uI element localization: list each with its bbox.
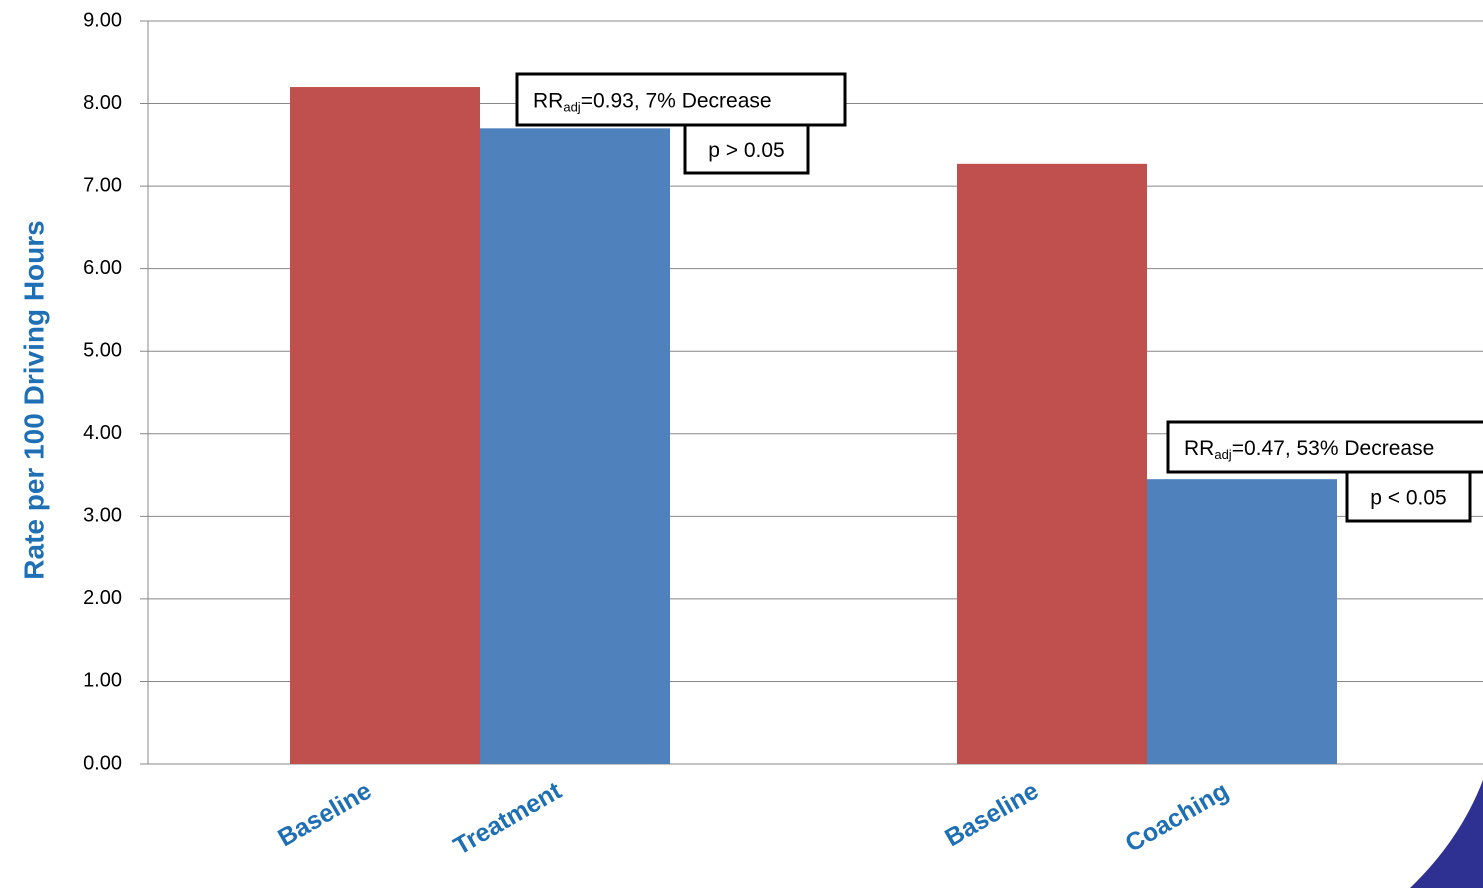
x-tick-label: Baseline [940, 777, 1043, 853]
annotation-box [683, 123, 810, 175]
annotation-text: p < 0.05 [1370, 486, 1446, 509]
annotation-base: RR [533, 89, 563, 112]
annotation: p < 0.05 [1370, 486, 1446, 509]
bar [1147, 479, 1337, 764]
annotation-sub: adj [563, 100, 580, 115]
x-tick-label: Baseline [273, 777, 376, 853]
annotation: RRadj=0.93, 7% Decrease [533, 89, 772, 115]
y-tick-label: 2.00 [83, 587, 122, 609]
annotation-box [1345, 470, 1472, 523]
y-tick-label: 4.00 [83, 422, 122, 444]
bar [957, 163, 1147, 764]
x-tick-label: Coaching [1121, 777, 1234, 858]
y-axis-label: Rate per 100 Driving Hours [18, 220, 49, 579]
y-tick-label: 3.00 [83, 505, 122, 527]
annotation-box [1166, 420, 1483, 474]
y-tick-label: 7.00 [83, 174, 122, 196]
x-tick-label: Treatment [449, 776, 567, 860]
annotation-box [515, 72, 847, 127]
bar [290, 87, 480, 765]
y-tick-label: 5.00 [83, 340, 122, 362]
annotation-base: RR [1184, 437, 1214, 460]
annotation-rest: =0.93, 7% Decrease [581, 89, 772, 112]
y-tick-label: 0.00 [83, 752, 122, 774]
annotation-text: p > 0.05 [708, 139, 784, 162]
y-tick-label: 1.00 [83, 670, 122, 692]
corner-decoration [1410, 780, 1483, 888]
bar [480, 128, 670, 765]
annotation: p > 0.05 [708, 139, 784, 162]
y-tick-label: 8.00 [83, 92, 122, 114]
y-tick-label: 6.00 [83, 257, 122, 279]
annotation-rest: =0.47, 53% Decrease [1232, 437, 1435, 460]
y-tick-label: 9.00 [83, 9, 122, 31]
annotation-sub: adj [1214, 447, 1231, 462]
annotation: RRadj=0.47, 53% Decrease [1184, 437, 1434, 463]
